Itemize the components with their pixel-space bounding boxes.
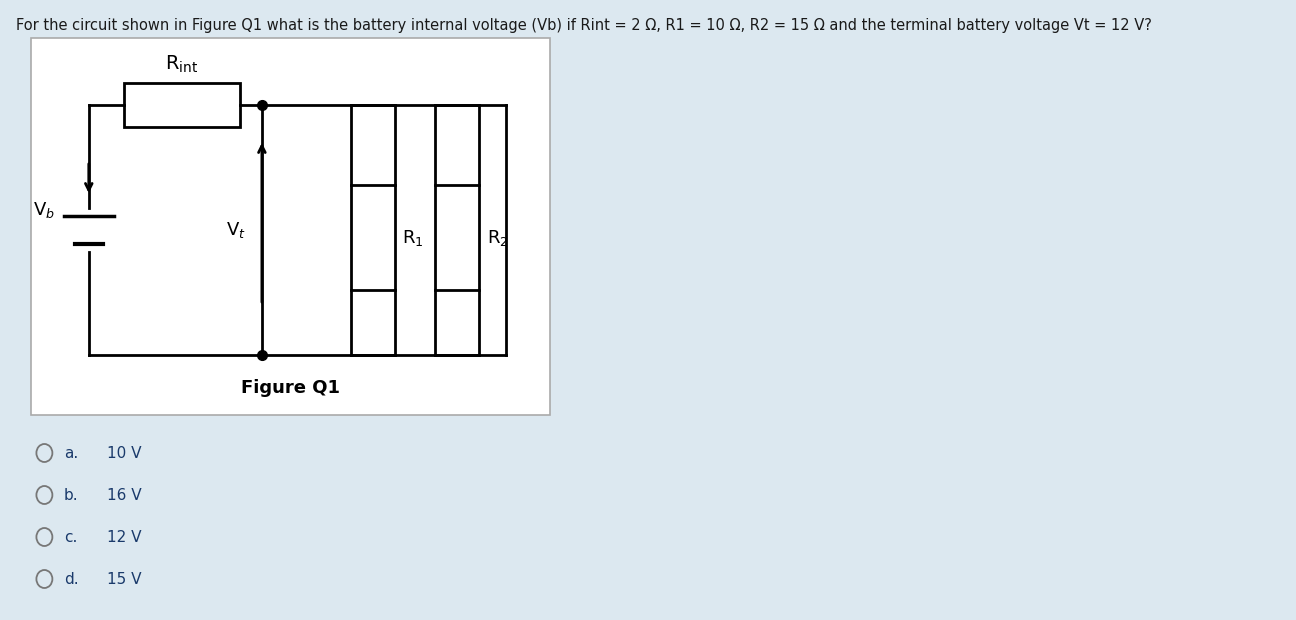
Text: c.: c. bbox=[64, 529, 78, 544]
Text: V$_t$: V$_t$ bbox=[226, 220, 246, 240]
Text: R$_{\mathsf{int}}$: R$_{\mathsf{int}}$ bbox=[166, 54, 198, 75]
Text: 16 V: 16 V bbox=[106, 487, 141, 502]
Text: For the circuit shown in Figure Q1 what is the battery internal voltage (Vb) if : For the circuit shown in Figure Q1 what … bbox=[16, 18, 1152, 33]
Text: Figure Q1: Figure Q1 bbox=[241, 379, 341, 397]
Text: V$_b$: V$_b$ bbox=[34, 200, 54, 220]
Text: R$_1$: R$_1$ bbox=[402, 228, 424, 247]
Text: 12 V: 12 V bbox=[106, 529, 141, 544]
Text: d.: d. bbox=[64, 572, 79, 587]
Bar bbox=[31, 38, 551, 415]
Text: a.: a. bbox=[64, 446, 78, 461]
Bar bbox=[351, 185, 395, 290]
Text: R$_2$: R$_2$ bbox=[486, 228, 508, 247]
Bar bbox=[124, 83, 240, 127]
Text: 15 V: 15 V bbox=[106, 572, 141, 587]
Text: b.: b. bbox=[64, 487, 79, 502]
Text: 10 V: 10 V bbox=[106, 446, 141, 461]
Bar bbox=[435, 185, 480, 290]
